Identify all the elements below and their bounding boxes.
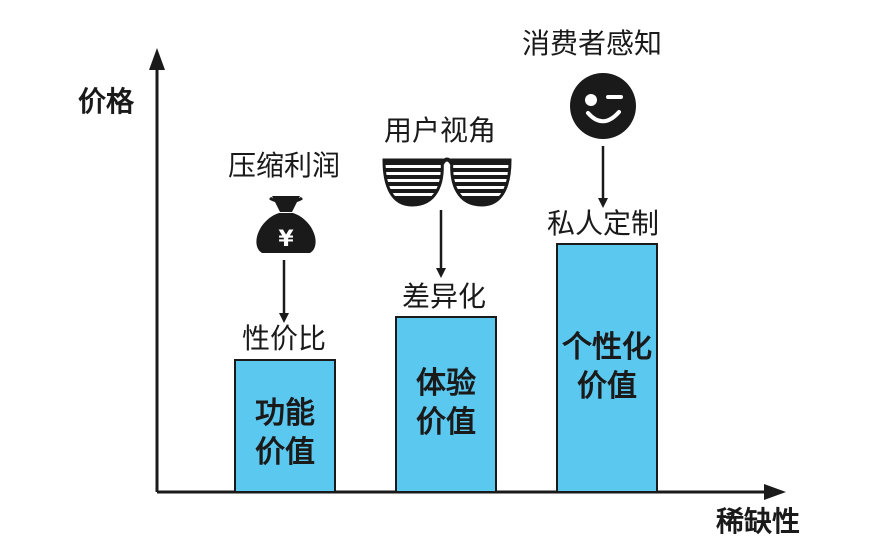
bar-inner-text-experience: 体验 价值 (396, 364, 496, 442)
bar-inner-line1: 体验 (416, 366, 476, 401)
bar-inner-line2: 价值 (255, 435, 315, 470)
money-bag-icon: ¥ (256, 196, 316, 253)
bar-experience-value (395, 316, 497, 493)
bar-inner-text-personalized: 个性化 价值 (557, 328, 657, 406)
driver-label-perspective: 用户视角 (384, 114, 497, 147)
bar-inner-line1: 功能 (255, 396, 315, 431)
bar-inner-line2: 价值 (416, 405, 476, 440)
sunglasses-icon (382, 157, 512, 207)
driver-label-perception: 消费者感知 (522, 27, 663, 60)
y-axis (149, 48, 165, 492)
driver-label-profit: 压缩利润 (228, 149, 341, 182)
bar-inner-line2: 价值 (577, 369, 637, 404)
wink-face-icon (570, 73, 636, 139)
bar-inner-text-functional: 功能 价值 (235, 394, 335, 472)
y-axis-label: 价格 (78, 85, 135, 118)
x-axis-label: 稀缺性 (716, 505, 801, 538)
bar-top-label-customization: 私人定制 (547, 207, 660, 240)
bar-top-label-differentiation: 差异化 (402, 280, 487, 313)
bar-functional-value (234, 359, 336, 493)
bar-personalized-value (556, 243, 658, 493)
bar-inner-line1: 个性化 (562, 330, 652, 365)
yuan-symbol: ¥ (278, 227, 294, 252)
bar-top-label-cost-performance: 性价比 (242, 322, 327, 355)
